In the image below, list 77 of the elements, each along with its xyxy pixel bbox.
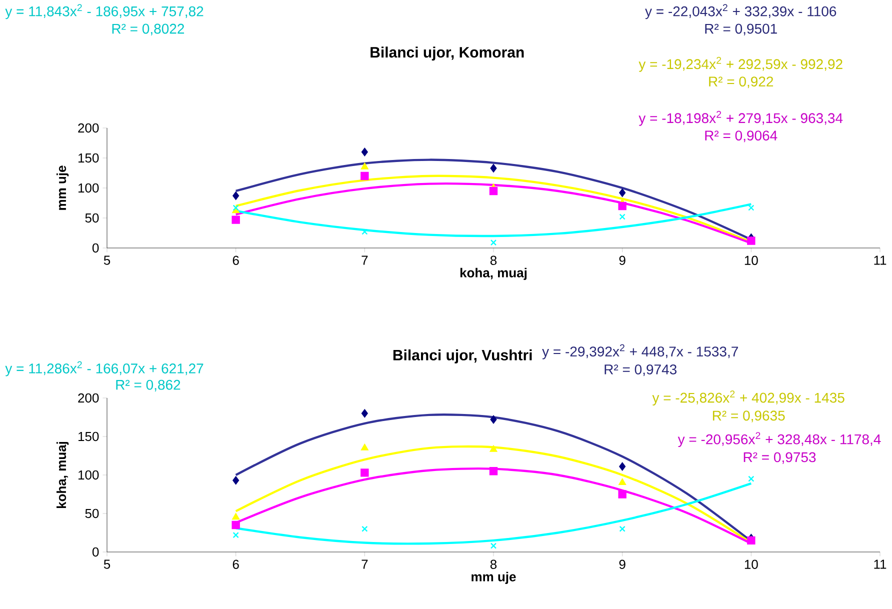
x-tick-label: 8 <box>490 560 497 569</box>
x-axis-title: mm uje <box>472 572 516 584</box>
point <box>362 228 368 235</box>
text: y = 11,286x$^{2}$ - 166,07x + 621,27 <box>5 361 204 376</box>
annotation: y = -20,956x$^{2}$ + 328,48x - 1178,4 <box>678 432 881 448</box>
y-tick-label: 50 <box>85 508 99 518</box>
text: R² = 0,862 <box>116 380 180 392</box>
point <box>232 204 239 211</box>
point <box>748 476 754 482</box>
x-tick-label: 5 <box>104 256 110 265</box>
point <box>362 526 368 532</box>
y-tick-label: 150 <box>78 432 99 442</box>
x-tick-label: 10 <box>744 560 758 569</box>
point <box>489 186 498 196</box>
y-tick-label: 100 <box>78 470 99 480</box>
y-tick-label: 200 <box>78 123 99 133</box>
x-tick-label: 7 <box>362 256 368 265</box>
text: y = 11,843x$^{2}$ - 186,95x + 757,82 <box>5 4 204 20</box>
point <box>490 445 498 452</box>
annotation: R² = 0,9635 <box>712 410 785 422</box>
x-tick-label: 8 <box>490 256 497 265</box>
point <box>490 542 497 549</box>
x-axis-title: koha, muaj <box>460 268 527 280</box>
x-tick-label: 11 <box>874 256 886 265</box>
point <box>618 202 626 210</box>
text: y = -22,043x$^{2}$ + 332,39x - 1106 <box>645 4 836 20</box>
y-tick-label: 100 <box>78 183 99 193</box>
point <box>361 444 368 450</box>
point <box>490 164 497 172</box>
y-tick-label: 50 <box>85 213 99 223</box>
annotation: y = -25,826x$^{2}$ + 402,99x - 1435 <box>652 390 844 406</box>
y-tick-label: 150 <box>78 153 99 163</box>
text: R² = 0,8022 <box>112 24 184 36</box>
point <box>619 188 626 197</box>
y-axis-title: mm uje <box>56 166 69 210</box>
x-tick-label: 11 <box>874 560 886 569</box>
point <box>490 415 497 424</box>
y-tick-label: 0 <box>92 243 99 253</box>
y-tick-label: 200 <box>78 393 99 403</box>
point <box>232 216 240 224</box>
point <box>618 490 626 498</box>
x-tick-label: 5 <box>104 560 110 569</box>
point <box>489 467 498 476</box>
y-tick-label: 0 <box>92 547 99 557</box>
point <box>619 214 626 220</box>
point <box>361 148 368 156</box>
point <box>618 478 626 486</box>
text: y = -18,198x$^{2}$ + 279,15x - 963,34 <box>638 110 843 126</box>
x-tick-label: 7 <box>362 560 368 569</box>
point <box>490 240 497 246</box>
point <box>619 462 626 471</box>
point <box>232 476 240 484</box>
point <box>360 172 369 180</box>
x-tick-label: 9 <box>619 256 626 265</box>
point <box>232 532 239 538</box>
text: R² = 0,9501 <box>705 24 777 36</box>
text: y = -19,234x$^{2}$ + 292,59x - 992,92 <box>638 56 842 72</box>
annotation: R² = 0,9064 <box>705 130 778 142</box>
text: R² = 0,9743 <box>604 364 677 376</box>
x-tick-label: 6 <box>232 560 239 569</box>
x-tick-label: 10 <box>744 256 758 265</box>
point <box>232 513 240 520</box>
point <box>360 468 369 477</box>
point <box>619 526 626 532</box>
x-tick-label: 6 <box>232 256 239 265</box>
point <box>361 409 368 418</box>
text: y = -29,392x$^{2}$ + 448,7x - 1533,7 <box>542 344 738 360</box>
point <box>232 520 240 530</box>
point <box>232 192 240 200</box>
point <box>361 162 368 170</box>
point <box>748 204 754 211</box>
text: R² = 0,922 <box>709 76 774 88</box>
chart-title: Bilanci ujor, Vushtri <box>393 349 532 364</box>
y-axis-title: koha, muaj <box>56 442 69 508</box>
annotation: R² = 0,9753 <box>744 452 816 464</box>
chart-title: Bilanci ujor, Komoran <box>370 46 524 61</box>
x-tick-label: 9 <box>619 560 626 569</box>
